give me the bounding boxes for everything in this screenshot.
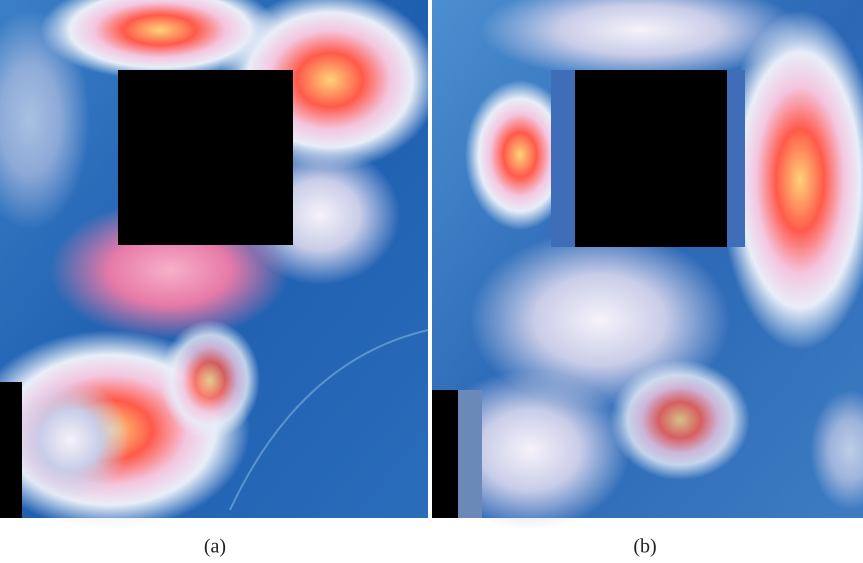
fringe bbox=[10, 380, 130, 500]
obstacle-edge bbox=[458, 390, 482, 518]
obstacle-edge bbox=[727, 70, 745, 247]
fringe bbox=[610, 360, 750, 480]
obstacle bbox=[432, 390, 458, 518]
figure: (a) (b) bbox=[0, 0, 863, 563]
obstacle bbox=[118, 70, 293, 245]
fringe bbox=[160, 320, 260, 440]
panel-b bbox=[430, 0, 863, 530]
obstacle bbox=[575, 70, 727, 247]
obstacle bbox=[0, 382, 22, 518]
caption: (b) bbox=[633, 536, 656, 558]
panel-a bbox=[0, 0, 440, 530]
obstacle-edge bbox=[551, 70, 575, 247]
caption: (a) bbox=[204, 536, 226, 558]
divider bbox=[428, 0, 432, 518]
page: (a) (b) (() => { const data = JSON.parse… bbox=[0, 0, 863, 563]
